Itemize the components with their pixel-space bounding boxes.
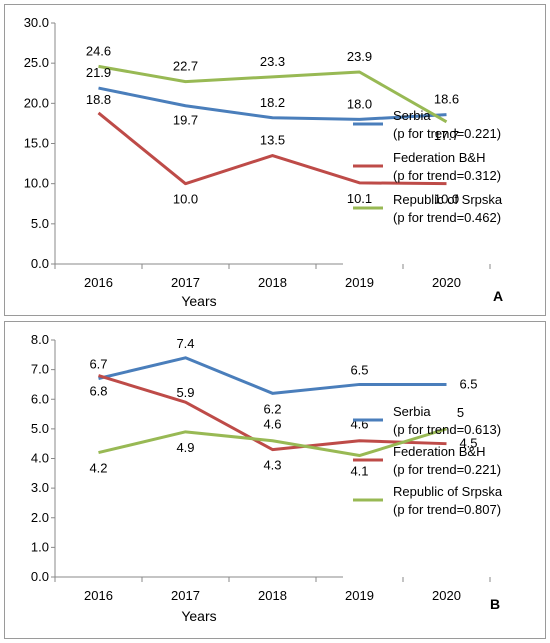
chart-b-svg: 0.0 1.0 2.0 3.0 4.0 5.0 6.0 7.0 8.0 2016 2017 2018 2… [31, 332, 503, 624]
panel-label: A [493, 288, 503, 304]
legend-trend-label: (p for trend=0.312) [393, 168, 501, 183]
data-label: 4.3 [263, 458, 281, 473]
data-label: 4.1 [350, 464, 368, 479]
series-line-federation-b-h [97, 111, 447, 186]
chart-panel-a: 0.0 5.0 10.0 15.0 20.0 25.0 30.0 2016 2017 2018 20… [4, 4, 546, 316]
series-line-serbia [98, 86, 447, 121]
data-label: 17.7 [434, 128, 459, 143]
x-axis-title: Years [181, 608, 216, 624]
series-line-serbia [98, 356, 447, 395]
data-label: 4.6 [263, 417, 281, 432]
data-label: 6.7 [89, 357, 107, 372]
x-tick-label: 2017 [171, 588, 200, 603]
x-tick-label: 2019 [345, 275, 374, 290]
data-label: 10.0 [173, 192, 198, 207]
legend-label: Federation B&H [393, 444, 486, 459]
y-tick-label: 1.0 [31, 539, 49, 554]
y-tick-label: 7.0 [31, 362, 49, 377]
data-label: 7.4 [176, 336, 194, 351]
data-label: 18.0 [347, 96, 372, 111]
y-tick-label: 10.0 [24, 176, 49, 191]
data-label: 23.3 [260, 54, 285, 69]
x-tick-label: 2018 [258, 588, 287, 603]
chart-a-svg: 0.0 5.0 10.0 15.0 20.0 25.0 30.0 2016 2017 2018 20… [24, 15, 503, 309]
y-tick-label: 30.0 [24, 15, 49, 30]
legend-trend-label: (p for trend=0.613) [393, 422, 501, 437]
data-label: 5 [457, 405, 464, 420]
data-label: 5.9 [176, 385, 194, 400]
panel-label: B [490, 596, 500, 612]
x-tick-label: 2017 [171, 275, 200, 290]
y-tick-label: 6.0 [31, 391, 49, 406]
x-tick-label: 2016 [84, 588, 113, 603]
data-label: 4.9 [176, 440, 194, 455]
y-tick-label: 2.0 [31, 510, 49, 525]
y-tick-label: 5.0 [31, 421, 49, 436]
legend-trend-label: (p for trend=0.462) [393, 210, 501, 225]
data-label: 6.2 [263, 401, 281, 416]
data-label: 18.8 [86, 92, 111, 107]
data-label: 18.2 [260, 95, 285, 110]
series-line-republic-of-srpska [98, 427, 447, 458]
x-tick-label: 2020 [432, 275, 461, 290]
y-tick-label: 5.0 [31, 216, 49, 231]
legend-label: Republic of Srpska [393, 192, 503, 207]
legend-label: Serbia [393, 108, 431, 123]
data-label: 21.9 [86, 65, 111, 80]
data-label: 23.9 [347, 49, 372, 64]
data-label: 13.5 [260, 133, 285, 148]
x-axis-title: Years [181, 293, 216, 309]
legend-trend-label: (p for trend=0.807) [393, 502, 501, 517]
y-tick-label: 4.0 [31, 451, 49, 466]
legend-label: Republic of Srpska [393, 484, 503, 499]
y-tick-label: 15.0 [24, 136, 49, 151]
data-label: 6.5 [459, 376, 477, 391]
x-tick-label: 2019 [345, 588, 374, 603]
x-tick-label: 2018 [258, 275, 287, 290]
legend-trend-label: (p for trend=0.221) [393, 126, 501, 141]
data-label: 6.5 [350, 362, 368, 377]
x-tick-label: 2020 [432, 588, 461, 603]
y-tick-label: 0.0 [31, 256, 49, 271]
data-label: 4.5 [459, 436, 477, 451]
y-tick-label: 20.0 [24, 95, 49, 110]
data-label: 4.2 [89, 461, 107, 476]
legend-trend-label: (p for trend=0.221) [393, 462, 501, 477]
y-tick-label: 0.0 [31, 569, 49, 584]
data-label: 18.6 [434, 92, 459, 107]
y-tick-label: 25.0 [24, 55, 49, 70]
chart-panel-b: 0.0 1.0 2.0 3.0 4.0 5.0 6.0 7.0 8.0 2016 2017 2018 2… [4, 321, 546, 639]
data-label: 10.0 [434, 192, 459, 207]
data-label: 22.7 [173, 59, 198, 74]
series-line-republic-of-srpska [98, 64, 448, 124]
legend-label: Serbia [393, 404, 431, 419]
data-label: 6.8 [89, 384, 107, 399]
y-tick-label: 3.0 [31, 480, 49, 495]
data-label: 19.7 [173, 113, 198, 128]
data-label: 10.1 [347, 191, 372, 206]
data-label: 24.6 [86, 43, 111, 58]
x-tick-label: 2016 [84, 275, 113, 290]
legend-label: Federation B&H [393, 150, 486, 165]
series-line-federation-b-h [98, 374, 447, 452]
y-tick-label: 8.0 [31, 332, 49, 347]
